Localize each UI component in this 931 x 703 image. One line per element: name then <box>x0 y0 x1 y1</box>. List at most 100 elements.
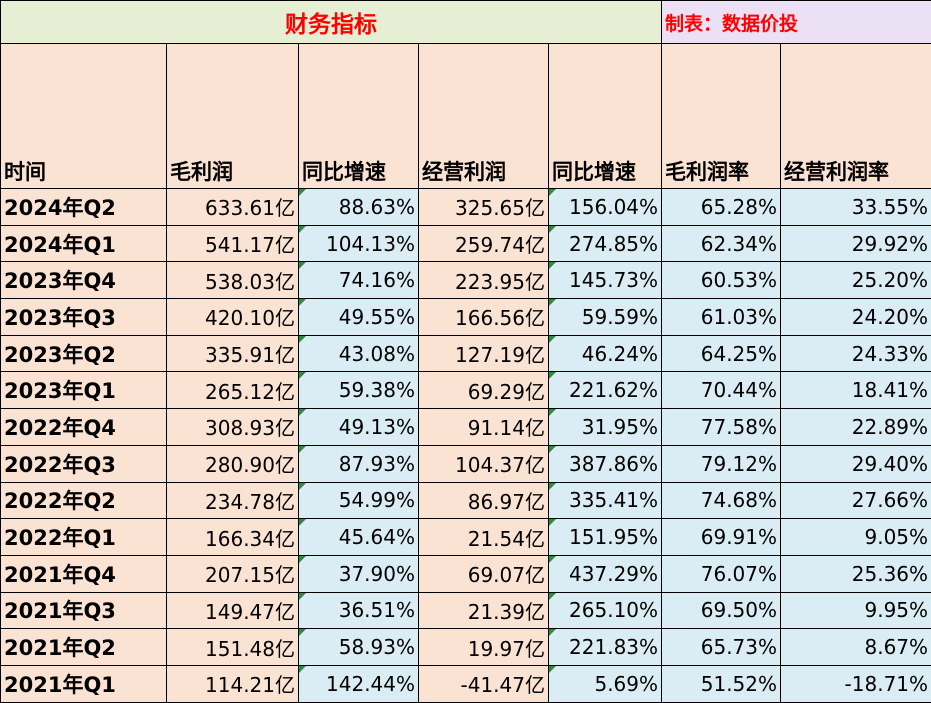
operating-yoy-cell: 156.04% <box>549 189 662 226</box>
operating-margin-cell: 18.41% <box>781 372 931 409</box>
gross-margin-cell: 51.52% <box>662 665 781 702</box>
gross-yoy-cell: 88.63% <box>299 189 419 226</box>
gross-profit-cell: 335.91亿 <box>167 335 299 372</box>
header-cell-operating-margin: 经营利润率 <box>781 44 931 189</box>
operating-profit-cell: 69.07亿 <box>419 555 549 592</box>
gross-yoy-cell: 37.90% <box>299 555 419 592</box>
gross-yoy-cell: 49.13% <box>299 409 419 446</box>
gross-margin-cell: 76.07% <box>662 555 781 592</box>
operating-profit-cell: 104.37亿 <box>419 445 549 482</box>
operating-margin-cell: 29.40% <box>781 445 931 482</box>
time-cell: 2021年Q4 <box>1 555 167 592</box>
author-note: 制表：数据价投 <box>662 1 931 44</box>
time-cell: 2021年Q2 <box>1 629 167 666</box>
gross-margin-cell: 65.28% <box>662 189 781 226</box>
gross-yoy-cell: 87.93% <box>299 445 419 482</box>
time-cell: 2021年Q3 <box>1 592 167 629</box>
gross-yoy-cell: 74.16% <box>299 262 419 299</box>
operating-margin-cell: 29.92% <box>781 225 931 262</box>
time-cell: 2023年Q1 <box>1 372 167 409</box>
gross-yoy-cell: 36.51% <box>299 592 419 629</box>
gross-yoy-cell: 104.13% <box>299 225 419 262</box>
gross-yoy-cell: 43.08% <box>299 335 419 372</box>
operating-profit-cell: 21.39亿 <box>419 592 549 629</box>
gross-margin-cell: 69.50% <box>662 592 781 629</box>
operating-margin-cell: 9.05% <box>781 519 931 556</box>
header-row: 时间 毛利润 同比增速 经营利润 同比增速 毛利润率 经营利润率 <box>1 44 931 189</box>
operating-yoy-cell: 335.41% <box>549 482 662 519</box>
operating-yoy-cell: 151.95% <box>549 519 662 556</box>
gross-profit-cell: 166.34亿 <box>167 519 299 556</box>
operating-margin-cell: -18.71% <box>781 665 931 702</box>
gross-margin-cell: 74.68% <box>662 482 781 519</box>
header-cell-time: 时间 <box>1 44 167 189</box>
operating-profit-cell: 223.95亿 <box>419 262 549 299</box>
operating-margin-cell: 9.95% <box>781 592 931 629</box>
operating-margin-cell: 24.33% <box>781 335 931 372</box>
operating-profit-cell: 86.97亿 <box>419 482 549 519</box>
gross-margin-cell: 70.44% <box>662 372 781 409</box>
operating-profit-cell: 91.14亿 <box>419 409 549 446</box>
gross-yoy-cell: 49.55% <box>299 299 419 336</box>
header-cell-gross-margin: 毛利润率 <box>662 44 781 189</box>
time-cell: 2024年Q2 <box>1 189 167 226</box>
operating-yoy-cell: 31.95% <box>549 409 662 446</box>
operating-margin-cell: 22.89% <box>781 409 931 446</box>
operating-yoy-cell: 145.73% <box>549 262 662 299</box>
time-cell: 2021年Q1 <box>1 665 167 702</box>
time-cell: 2023年Q2 <box>1 335 167 372</box>
time-cell: 2022年Q1 <box>1 519 167 556</box>
gross-profit-cell: 308.93亿 <box>167 409 299 446</box>
title-row: 财务指标 制表：数据价投 <box>1 1 931 44</box>
operating-yoy-cell: 387.86% <box>549 445 662 482</box>
operating-profit-cell: 19.97亿 <box>419 629 549 666</box>
gross-margin-cell: 61.03% <box>662 299 781 336</box>
header-cell-gross-profit: 毛利润 <box>167 44 299 189</box>
gross-profit-cell: 207.15亿 <box>167 555 299 592</box>
operating-profit-cell: 325.65亿 <box>419 189 549 226</box>
operating-yoy-cell: 46.24% <box>549 335 662 372</box>
gross-profit-cell: 114.21亿 <box>167 665 299 702</box>
gross-profit-cell: 541.17亿 <box>167 225 299 262</box>
time-cell: 2023年Q3 <box>1 299 167 336</box>
gross-margin-cell: 79.12% <box>662 445 781 482</box>
gross-margin-cell: 64.25% <box>662 335 781 372</box>
operating-yoy-cell: 437.29% <box>549 555 662 592</box>
operating-yoy-cell: 221.83% <box>549 629 662 666</box>
operating-margin-cell: 25.20% <box>781 262 931 299</box>
operating-yoy-cell: 221.62% <box>549 372 662 409</box>
gross-profit-cell: 149.47亿 <box>167 592 299 629</box>
operating-yoy-cell: 59.59% <box>549 299 662 336</box>
time-cell: 2022年Q3 <box>1 445 167 482</box>
operating-profit-cell: 69.29亿 <box>419 372 549 409</box>
sheet-title: 财务指标 <box>1 1 662 44</box>
gross-profit-cell: 538.03亿 <box>167 262 299 299</box>
gross-margin-cell: 69.91% <box>662 519 781 556</box>
gross-margin-cell: 77.58% <box>662 409 781 446</box>
operating-profit-cell: 127.19亿 <box>419 335 549 372</box>
gross-profit-cell: 633.61亿 <box>167 189 299 226</box>
operating-margin-cell: 25.36% <box>781 555 931 592</box>
operating-profit-cell: 21.54亿 <box>419 519 549 556</box>
time-cell: 2023年Q4 <box>1 262 167 299</box>
gross-profit-cell: 151.48亿 <box>167 629 299 666</box>
gross-yoy-cell: 59.38% <box>299 372 419 409</box>
operating-margin-cell: 33.55% <box>781 189 931 226</box>
time-cell: 2024年Q1 <box>1 225 167 262</box>
gross-margin-cell: 65.73% <box>662 629 781 666</box>
gross-yoy-cell: 54.99% <box>299 482 419 519</box>
operating-margin-cell: 24.20% <box>781 299 931 336</box>
gross-yoy-cell: 142.44% <box>299 665 419 702</box>
header-cell-operating-yoy: 同比增速 <box>549 44 662 189</box>
